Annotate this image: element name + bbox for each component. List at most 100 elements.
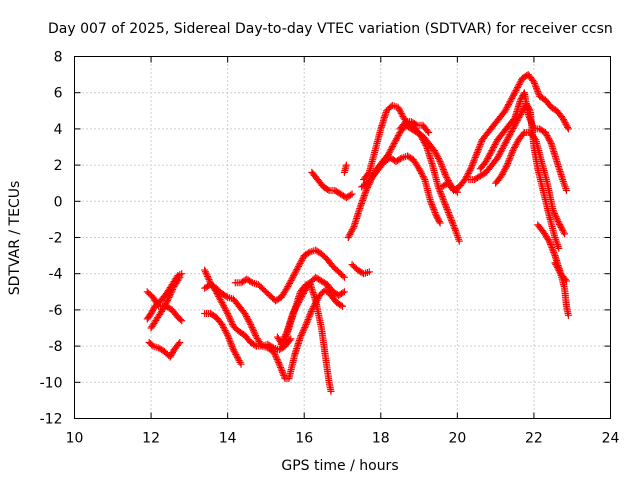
data-point (488, 147, 496, 155)
data-point (241, 310, 249, 318)
data-point (289, 273, 297, 281)
data-point (550, 248, 558, 256)
series-12 (348, 261, 373, 278)
data-point (284, 283, 292, 291)
data-point (167, 289, 175, 297)
data-point (558, 225, 566, 233)
series-21 (492, 129, 569, 238)
data-point (294, 299, 302, 307)
data-point (500, 141, 508, 149)
data-point (508, 127, 516, 135)
data-point (299, 255, 307, 263)
data-point (486, 150, 494, 158)
data-point (448, 217, 456, 225)
plot-frame (74, 56, 611, 419)
data-point (509, 91, 517, 99)
data-point (305, 249, 313, 257)
data-point (427, 197, 435, 205)
data-point (222, 292, 230, 300)
series-8 (231, 246, 348, 305)
data-point (165, 293, 173, 301)
data-point (437, 189, 445, 197)
x-tick-label: 18 (372, 431, 390, 447)
data-point (440, 197, 448, 205)
x-tick-label: 24 (602, 431, 620, 447)
data-point (419, 135, 427, 143)
data-point (273, 355, 281, 363)
data-point (430, 147, 438, 155)
data-point (428, 202, 436, 210)
data-point (220, 302, 228, 310)
data-point (283, 284, 291, 292)
data-point (305, 312, 313, 320)
data-point (434, 154, 442, 162)
data-point (430, 207, 438, 215)
data-point (550, 250, 558, 258)
data-point (282, 331, 290, 339)
data-point (502, 105, 510, 113)
y-tick-label: 6 (54, 86, 63, 102)
data-point (161, 301, 169, 309)
data-point (339, 289, 347, 297)
data-point (564, 311, 572, 319)
x-axis-label: GPS time / hours (281, 458, 398, 474)
data-point (468, 162, 476, 170)
data-point (230, 347, 238, 355)
data-point (485, 153, 493, 161)
data-point (561, 230, 569, 238)
data-point (287, 276, 295, 284)
data-point (220, 303, 228, 311)
data-point (347, 229, 355, 237)
data-point (531, 134, 539, 142)
data-point (228, 319, 236, 327)
data-point (532, 83, 540, 91)
data-point (551, 210, 559, 218)
data-point (503, 161, 511, 169)
y-tick-label: 8 (54, 50, 63, 66)
data-point (339, 272, 347, 280)
data-point (296, 296, 304, 304)
chart-title: Day 007 of 2025, Sidereal Day-to-day VTE… (48, 21, 613, 37)
data-point (417, 132, 425, 140)
data-point (441, 199, 449, 207)
data-point (272, 354, 280, 362)
data-point (476, 141, 484, 149)
data-point (301, 324, 309, 332)
data-point (418, 134, 426, 142)
y-tick-label: -4 (49, 267, 63, 283)
data-point (450, 221, 458, 229)
data-point (159, 304, 167, 312)
data-point (340, 288, 348, 296)
data-point (442, 172, 450, 180)
data-point (270, 349, 278, 357)
data-point (501, 166, 509, 174)
data-point (436, 219, 444, 227)
data-point (435, 156, 443, 164)
data-point (396, 155, 404, 163)
data-point (511, 144, 519, 152)
data-point (449, 220, 457, 228)
data-point (546, 138, 554, 146)
data-point (297, 258, 305, 266)
data-point (510, 90, 518, 98)
data-point (219, 322, 227, 330)
data-point (163, 298, 171, 306)
data-point (292, 303, 300, 311)
data-point (307, 308, 315, 316)
data-point (495, 151, 503, 159)
data-point (491, 140, 499, 148)
data-point (542, 130, 550, 138)
data-point (504, 134, 512, 142)
data-point (166, 290, 174, 298)
data-point (425, 129, 433, 137)
data-points (143, 71, 572, 395)
data-point (550, 208, 558, 216)
data-point (503, 135, 511, 143)
data-point (224, 331, 232, 339)
data-point (428, 201, 436, 209)
data-point (450, 223, 458, 231)
data-point (295, 297, 303, 305)
data-point (470, 157, 478, 165)
data-point (472, 152, 480, 160)
